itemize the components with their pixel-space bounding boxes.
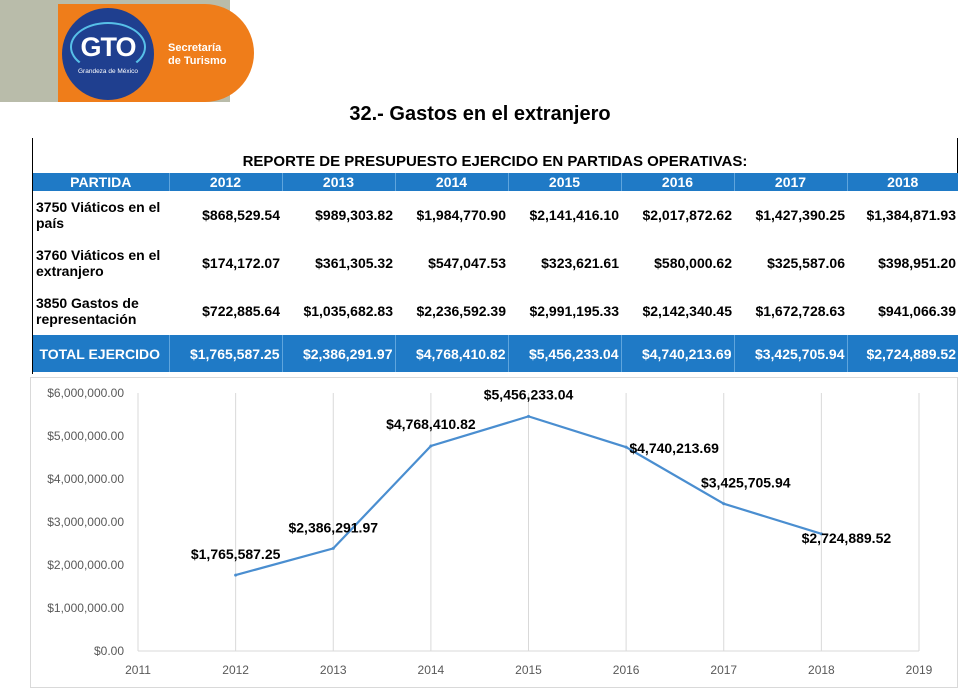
data-label: $1,765,587.25 [191, 546, 281, 562]
header-year: 2018 [847, 173, 958, 191]
y-tick-label: $6,000,000.00 [47, 386, 124, 400]
x-tick-label: 2016 [613, 663, 640, 677]
table-cell: $323,621.61 [541, 255, 619, 271]
table-cell: $722,885.64 [202, 303, 280, 319]
table-cell: $941,066.39 [878, 303, 956, 319]
total-cell: $4,740,213.69 [621, 335, 735, 372]
logo-text: GTO [80, 32, 136, 62]
table-row: 3850 Gastos de representación $722,885.6… [33, 287, 958, 335]
x-tick-label: 2013 [320, 663, 347, 677]
total-label: TOTAL EJERCIDO [33, 335, 170, 372]
total-cell: $2,724,889.52 [847, 335, 958, 372]
x-tick-label: 2018 [808, 663, 835, 677]
logo-ring-icon [70, 22, 146, 72]
y-tick-label: $2,000,000.00 [47, 558, 124, 572]
header-year: 2013 [282, 173, 396, 191]
logo-subtitle: Grandeza de México [78, 68, 138, 75]
total-cell: $1,765,587.25 [169, 335, 283, 372]
total-cell: $3,425,705.94 [734, 335, 848, 372]
x-tick-label: 2019 [906, 663, 933, 677]
row-label: 3760 Viáticos en el extranjero [36, 247, 161, 279]
table-cell: $1,035,682.83 [303, 303, 393, 319]
table-row: 3760 Viáticos en el extranjero $174,172.… [33, 239, 958, 287]
table-total-row: TOTAL EJERCIDO $1,765,587.25 $2,386,291.… [33, 335, 958, 372]
table-cell: $1,427,390.25 [755, 207, 845, 223]
header-year: 2016 [621, 173, 735, 191]
x-tick-label: 2011 [125, 663, 151, 677]
header-year: 2017 [734, 173, 848, 191]
y-tick-label: $1,000,000.00 [47, 601, 124, 615]
data-point [722, 502, 726, 506]
table-cell: $361,305.32 [315, 255, 393, 271]
data-label: $2,386,291.97 [288, 519, 378, 535]
chart-frame: 2011 2012 2013 2014 2015 2016 2017 2018 2019 $0.0… [30, 377, 958, 688]
table-cell: $2,236,592.39 [416, 303, 506, 319]
table-cell: $398,951.20 [878, 255, 956, 271]
total-cell: $2,386,291.97 [282, 335, 396, 372]
x-tick-label: 2015 [515, 663, 542, 677]
table-border-left [32, 138, 33, 374]
page-title: 32.- Gastos en el extranjero [349, 103, 611, 125]
data-point [331, 546, 335, 550]
table-row: 3750 Viáticos en el país $868,529.54 $98… [33, 191, 958, 239]
table-border-right [957, 138, 958, 174]
table-cell: $2,141,416.10 [529, 207, 619, 223]
table-cell: $1,384,871.93 [866, 207, 956, 223]
header-partida: PARTIDA [33, 173, 170, 191]
budget-table: PARTIDA 2012 2013 2014 2015 2016 2017 20… [33, 173, 958, 372]
table-cell: $2,017,872.62 [642, 207, 732, 223]
data-point [429, 444, 433, 448]
table-cell: $1,984,770.90 [416, 207, 506, 223]
data-label: $3,425,705.94 [701, 475, 791, 491]
y-tick-label: $4,000,000.00 [47, 472, 124, 486]
y-tick-label: $5,000,000.00 [47, 429, 124, 443]
table-cell: $580,000.62 [654, 255, 732, 271]
table-cell: $547,047.53 [428, 255, 506, 271]
data-label: $4,768,410.82 [386, 416, 476, 432]
header-year: 2015 [508, 173, 622, 191]
row-label: 3850 Gastos de representación [36, 295, 139, 327]
table-cell: $325,587.06 [767, 255, 845, 271]
gto-logo: GTO Grandeza de México [62, 8, 154, 100]
organization-name: Secretaría de Turismo [168, 42, 227, 67]
data-label: $4,740,213.69 [629, 440, 719, 456]
data-label: $2,724,889.52 [802, 530, 892, 546]
table-cell: $2,991,195.33 [529, 303, 619, 319]
x-tick-label: 2014 [418, 663, 445, 677]
table-cell: $1,672,728.63 [755, 303, 845, 319]
data-label: $5,456,233.04 [484, 386, 574, 402]
header-year: 2012 [169, 173, 283, 191]
table-cell: $989,303.82 [315, 207, 393, 223]
header-year: 2014 [395, 173, 509, 191]
y-tick-label: $0.00 [94, 644, 124, 658]
data-point [819, 532, 823, 536]
total-cell: $5,456,233.04 [508, 335, 622, 372]
x-tick-label: 2017 [710, 663, 737, 677]
line-chart: 2011 2012 2013 2014 2015 2016 2017 2018 2019 $0.0… [47, 386, 933, 677]
row-label: 3750 Viáticos en el país [36, 199, 161, 231]
table-header-row: PARTIDA 2012 2013 2014 2015 2016 2017 20… [33, 173, 958, 191]
data-point [527, 414, 530, 418]
table-cell: $174,172.07 [202, 255, 280, 271]
data-point [624, 445, 628, 449]
total-cell: $4,768,410.82 [395, 335, 509, 372]
y-tick-label: $3,000,000.00 [47, 515, 124, 529]
table-cell: $868,529.54 [202, 207, 280, 223]
table-cell: $2,142,340.45 [642, 303, 732, 319]
table-caption: REPORTE DE PRESUPUESTO EJERCIDO EN PARTI… [242, 153, 748, 170]
x-tick-label: 2012 [222, 663, 249, 677]
data-point [234, 573, 238, 577]
